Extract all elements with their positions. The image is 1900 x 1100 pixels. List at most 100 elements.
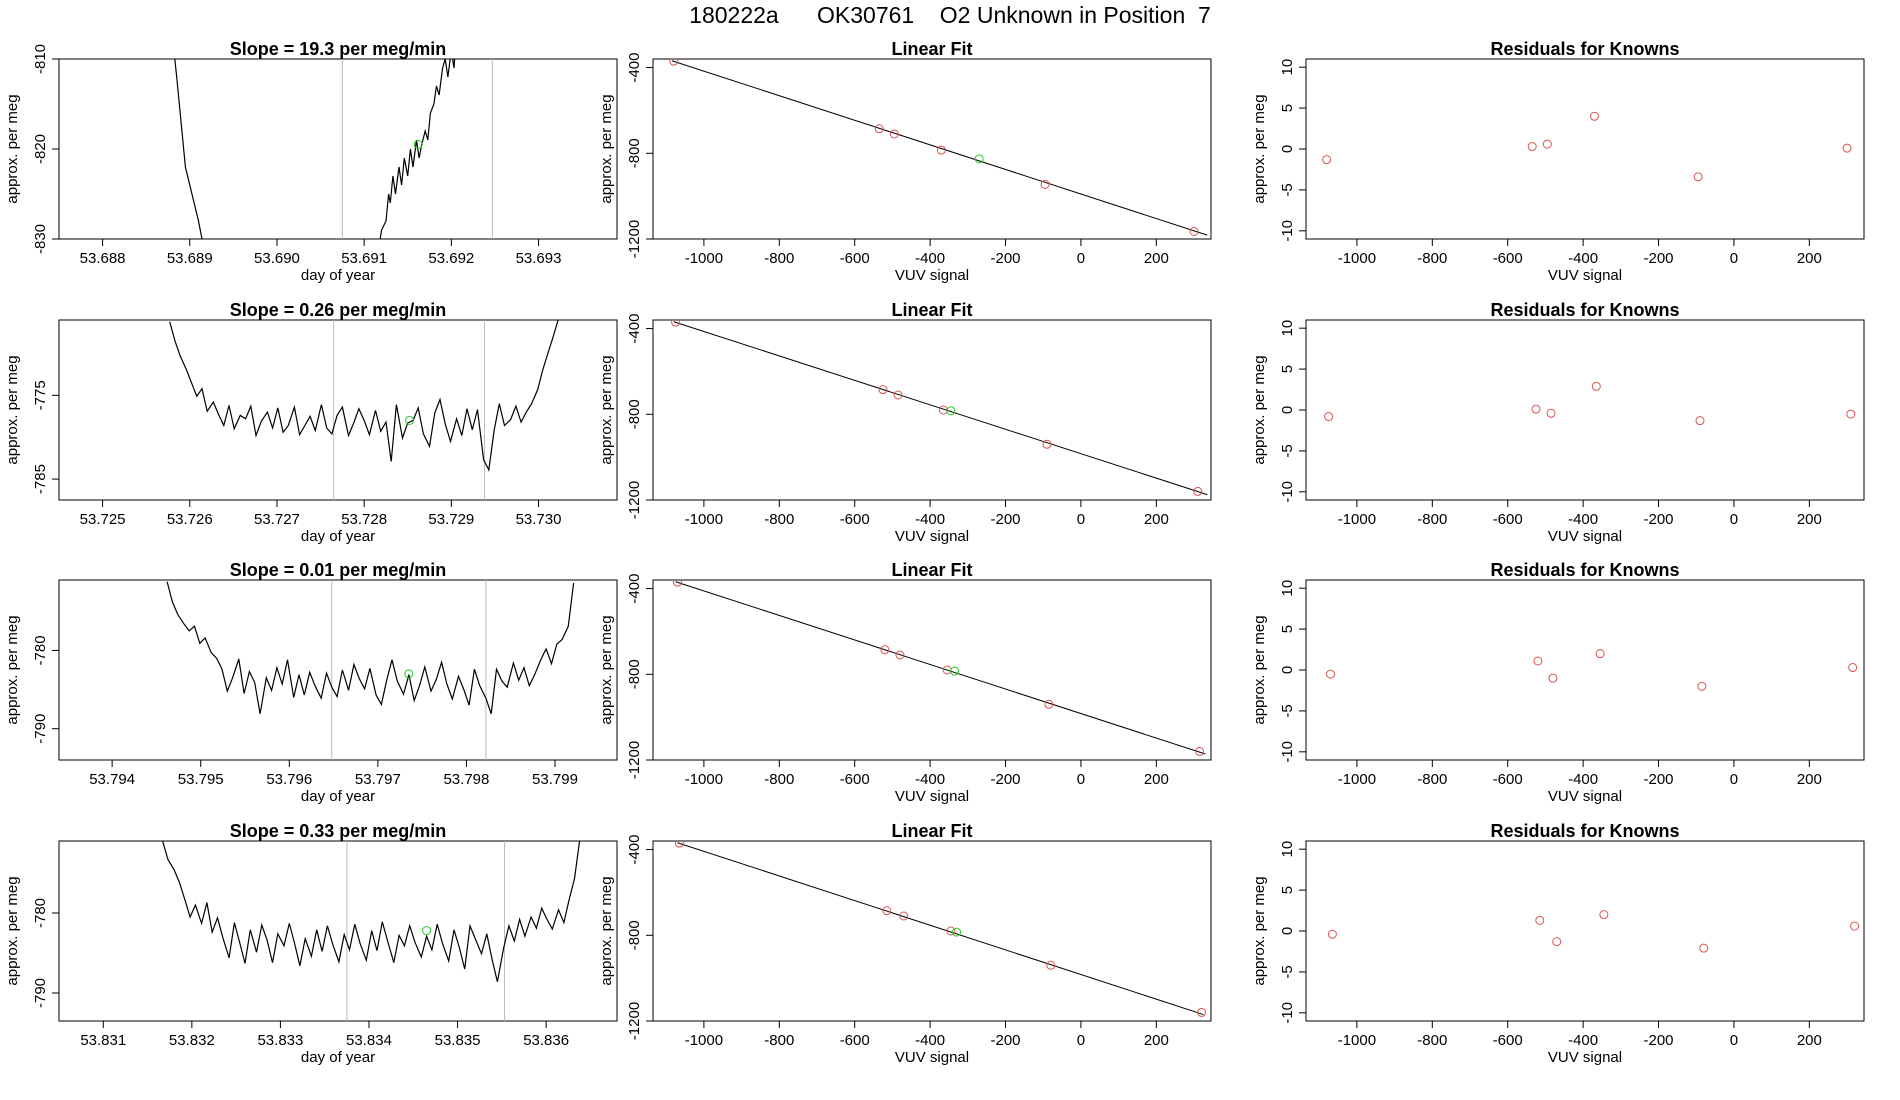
panel-trace-4: Slope = 0.33 per meg/min 53.831 53.832 53.8… [4,821,618,1066]
x-tick-label: 53.832 [169,1032,215,1049]
x-tick-label: -400 [1568,250,1598,267]
x-tick-label: 53.796 [266,771,312,788]
residual-point [1322,155,1332,165]
page-title: 180222a OK30761 O2 Unknown in Position 7 [689,2,1211,28]
x-axis-label: day of year [301,528,375,545]
panel-title: Residuals for Knowns [1490,300,1679,320]
plot-area [1326,649,1858,691]
x-tick-label: 53.834 [346,1032,392,1049]
plot-area [671,320,1208,496]
unknown-marker [404,669,414,679]
x-tick-label: 53.727 [254,511,300,528]
x-tick-label: -600 [840,511,870,528]
x-tick-label: -200 [1644,1032,1674,1049]
y-tick-label: 0 [1279,406,1296,414]
trace-line [162,841,581,982]
plot-frame [58,58,618,240]
trace-line [379,59,456,239]
plot-frame [652,319,1212,501]
known-point [1040,179,1050,189]
known-point [1042,439,1052,449]
residual-point [1546,408,1556,418]
x-tick-label: 200 [1144,511,1169,528]
y-axis-label: approx. per meg [598,615,615,724]
x-tick-label: 0 [1077,1032,1085,1049]
unknown-point [974,154,984,164]
x-tick-label: -200 [1644,511,1674,528]
x-tick-label: -600 [840,771,870,788]
known-point [874,124,884,134]
x-tick-label: -400 [1568,1032,1598,1049]
plot-area [674,841,1207,1017]
x-axis-label: VUV signal [1548,528,1622,545]
known-point [899,911,909,921]
residual-point [1599,910,1609,920]
x-tick-label: 53.795 [178,771,224,788]
x-tick-label: 200 [1797,250,1822,267]
panel-grid: Slope = 19.3 per meg/min 53.688 53.689 53.6… [4,39,1865,1066]
panel-fit-1: Linear Fit -1000 -800 -600 -400 -200 0 200 -400 -… [598,39,1212,284]
x-tick-label: -200 [991,771,1021,788]
y-tick-label: -785 [32,464,49,494]
x-tick-label: -600 [840,250,870,267]
x-axis-label: VUV signal [895,1049,969,1066]
x-tick-label: -600 [840,1032,870,1049]
x-tick-label: 0 [1730,1032,1738,1049]
y-tick-label: -810 [32,44,49,74]
x-tick-label: -1000 [685,250,723,267]
y-tick-label: -1200 [626,481,643,519]
y-axis-label: approx. per meg [4,876,21,985]
known-point [669,59,679,66]
y-tick-label: -10 [1279,1002,1296,1024]
y-tick-label: -800 [626,399,643,429]
x-tick-label: -800 [1417,771,1447,788]
x-tick-label: 53.726 [167,511,213,528]
x-tick-label: 53.725 [80,511,126,528]
fit-line [673,321,1208,496]
x-tick-label: 200 [1797,511,1822,528]
y-tick-label: -400 [626,53,643,83]
unknown-marker [404,415,414,425]
plot-frame [1305,58,1865,240]
y-tick-label: -10 [1279,481,1296,503]
panel-residuals-1: Residuals for Knowns-1000 -800 -600 -400 -20… [1251,39,1865,284]
panel-title: Residuals for Knowns [1490,560,1679,580]
y-tick-label: -780 [32,898,49,928]
y-tick-label: -1200 [626,1002,643,1040]
plot-frame [58,840,618,1022]
trace-line [169,320,559,472]
residual-point [1327,929,1337,939]
x-tick-label: -800 [764,250,794,267]
x-tick-label: -600 [1493,1032,1523,1049]
x-tick-label: -200 [991,511,1021,528]
residual-point [1527,142,1537,152]
y-tick-label: 5 [1279,886,1296,894]
panel-title: Linear Fit [891,300,972,320]
y-tick-label: -800 [626,138,643,168]
known-point [895,650,905,660]
residual-point [1589,111,1599,121]
plot-frame [652,840,1212,1022]
residual-point [1535,915,1545,925]
panel-residuals-3: Residuals for Knowns-1000 -800 -600 -400 -20… [1251,560,1865,805]
x-tick-label: 0 [1077,771,1085,788]
x-tick-label: -1000 [1338,771,1376,788]
known-point [1189,227,1199,236]
x-axis-label: VUV signal [895,528,969,545]
residual-point [1326,669,1336,679]
y-axis-label: approx. per meg [1251,615,1268,724]
residual-point [1699,943,1709,953]
known-point [1197,1007,1207,1017]
x-tick-label: -800 [1417,1032,1447,1049]
y-tick-label: -800 [626,920,643,950]
x-tick-label: 0 [1730,511,1738,528]
x-tick-label: 200 [1144,250,1169,267]
x-axis-label: VUV signal [895,267,969,284]
plot-area [166,580,575,760]
x-tick-label: -200 [991,250,1021,267]
panel-trace-2: Slope = 0.26 per meg/min 53.725 53.726 53.7… [4,300,618,545]
known-point [882,906,892,916]
x-tick-label: 53.798 [443,771,489,788]
plot-area [673,580,1206,756]
y-axis-label: approx. per meg [4,615,21,724]
